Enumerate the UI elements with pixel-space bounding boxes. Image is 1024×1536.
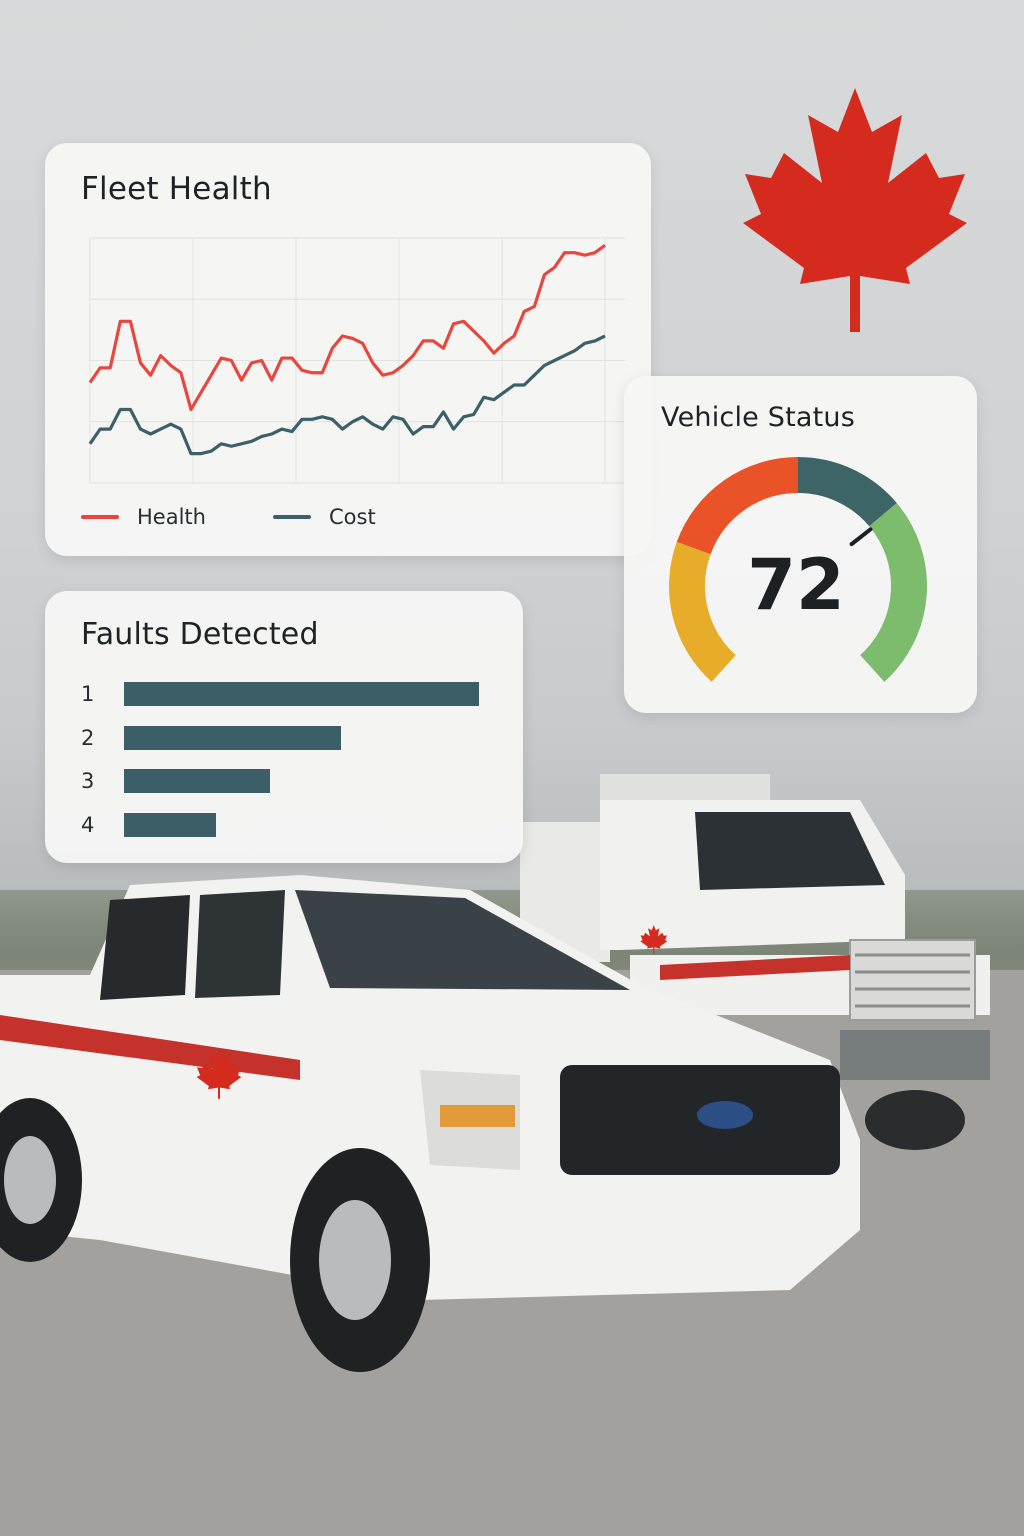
gauge-segment-yellow xyxy=(669,541,737,682)
fleet-health-chart xyxy=(88,237,625,484)
fault-row: 4 xyxy=(81,812,217,837)
legend-swatch-cost xyxy=(273,515,311,519)
legend-label-health: Health xyxy=(137,505,206,529)
fault-bar xyxy=(124,682,479,706)
vehicle-status-card: Vehicle Status 72 xyxy=(624,376,977,713)
legend-item-cost: Cost xyxy=(273,505,376,529)
legend-label-cost: Cost xyxy=(329,505,376,529)
series-line-cost xyxy=(88,334,606,456)
gauge-value: 72 xyxy=(747,544,845,626)
fault-bar xyxy=(124,725,341,750)
status-gauge xyxy=(669,457,927,682)
gauge-segment-orange xyxy=(676,457,799,555)
gauge-needle xyxy=(849,527,873,547)
service-truck xyxy=(520,774,990,1150)
fault-bar xyxy=(124,769,270,793)
legend-item-health: Health xyxy=(81,505,206,529)
vehicle-status-title: Vehicle Status xyxy=(661,402,855,433)
pickup-truck xyxy=(0,875,860,1372)
fleet-vehicles-photo xyxy=(0,774,1024,1536)
faults-title: Faults Detected xyxy=(81,617,319,652)
gauge-segment-teal xyxy=(797,457,897,527)
fault-label: 2 xyxy=(81,725,95,750)
fault-row: 2 xyxy=(81,725,341,750)
fault-bar xyxy=(124,812,217,837)
fleet-health-title: Fleet Health xyxy=(81,171,272,207)
fault-label: 3 xyxy=(81,769,95,793)
maple-leaf-shape xyxy=(743,88,967,332)
gauge-segment-green xyxy=(859,503,927,682)
maple-leaf-icon xyxy=(743,88,967,332)
legend-swatch-health xyxy=(81,515,119,519)
fault-label: 1 xyxy=(81,682,95,706)
fleet-health-card: Fleet Health Health Cost xyxy=(45,143,651,556)
fault-label: 4 xyxy=(81,812,95,837)
fault-row: 3 xyxy=(81,769,270,793)
series-line-health xyxy=(88,244,606,412)
fault-row: 1 xyxy=(81,682,479,706)
faults-detected-card: Faults Detected 1 2 3 4 xyxy=(45,591,523,863)
